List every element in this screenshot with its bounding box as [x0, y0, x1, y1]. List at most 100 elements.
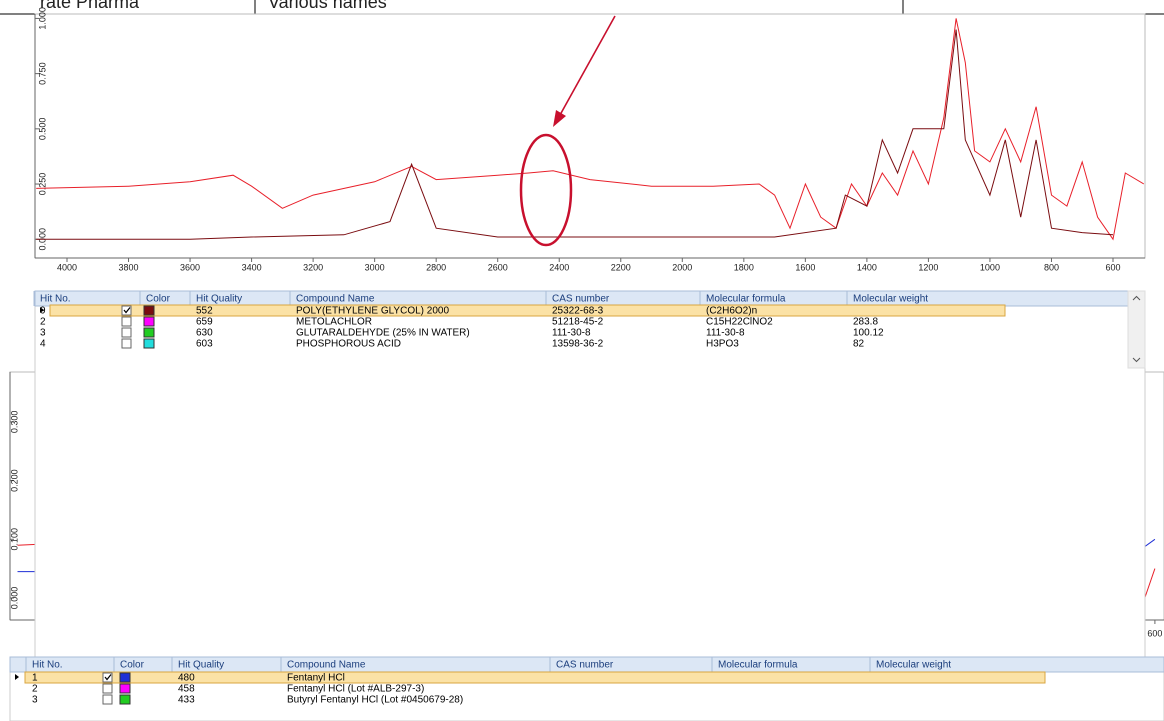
checkbox[interactable] [102, 672, 113, 683]
column-header: Molecular weight [853, 294, 928, 305]
color-swatch [143, 338, 155, 349]
table-cell: 458 [178, 684, 195, 695]
checkbox[interactable] [121, 316, 132, 327]
table-cell: GLUTARALDEHYDE (25% IN WATER) [296, 328, 470, 339]
scroll-up [1132, 295, 1141, 301]
color-swatch [143, 305, 155, 316]
table-body [34, 290, 1146, 721]
x-tick-label: 3400 [242, 262, 262, 272]
table-cell: 3 [32, 695, 38, 706]
table-cell: 630 [196, 328, 213, 339]
y-tick-label: 0.300 [9, 411, 19, 434]
checkbox[interactable] [102, 694, 113, 705]
y-tick-label: 0.000 [9, 587, 19, 610]
checkbox[interactable] [121, 327, 132, 338]
x-tick-label: 2600 [488, 262, 508, 272]
column-header: Compound Name [296, 294, 375, 305]
y-tick-label: 0.100 [9, 528, 19, 551]
arrow-head [553, 110, 566, 127]
x-tick-label: 1400 [857, 262, 877, 272]
table-cell: 2 [40, 317, 46, 328]
table-cell: H3PO3 [706, 339, 739, 350]
table-cell: (C2H6O2)n [706, 306, 757, 317]
x-tick-label: 800 [1044, 262, 1059, 272]
table-cell: METOLACHLOR [296, 317, 372, 328]
table-cell: 3 [40, 328, 46, 339]
table-cell: 25322-68-3 [552, 306, 604, 317]
column-header: Molecular weight [876, 660, 951, 671]
column-header: Color [146, 294, 171, 305]
color-swatch [143, 316, 155, 327]
table-cell: Fentanyl HCl [287, 673, 345, 684]
color-swatch [119, 672, 131, 683]
column-header: Compound Name [287, 660, 366, 671]
x-tick-label: 600 [1105, 262, 1120, 272]
table-cell: 82 [853, 339, 865, 350]
x-tick-label: 2200 [611, 262, 631, 272]
table-cell: C15H22ClNO2 [706, 317, 773, 328]
content: 4000 3800 3600 3400 3200 3000 2800 2600 2400 2200… [9, 7, 1164, 721]
table-cell: 603 [196, 339, 213, 350]
y-tick-label: 0.200 [9, 469, 19, 492]
check-mark [123, 307, 131, 314]
color-swatch [119, 683, 131, 694]
cell-text: Various names [268, 0, 387, 12]
table-cell: POLY(ETHYLENE GLYCOL) 2000 [296, 306, 449, 317]
column-header: Hit No. [40, 294, 71, 305]
table-cell: 480 [178, 673, 195, 684]
x-tick-label: 2000 [672, 262, 692, 272]
column-header: Molecular formula [718, 660, 798, 671]
x-tick-label: 1200 [918, 262, 938, 272]
table-cell: 100.12 [853, 328, 884, 339]
x-tick-label: 3600 [180, 262, 200, 272]
spectrum-line [36, 29, 1114, 240]
check-mark [104, 674, 112, 681]
checkbox[interactable] [102, 683, 113, 694]
x-tick-label: 1600 [795, 262, 815, 272]
table-cell: 659 [196, 317, 213, 328]
column-header: Hit No. [32, 660, 63, 671]
x-tick-label: 3800 [119, 262, 139, 272]
row-pointer [15, 674, 19, 680]
annotation [519, 15, 616, 247]
selected-row [24, 671, 1046, 684]
x-tick-label: 4000 [57, 262, 77, 272]
checkbox[interactable] [121, 338, 132, 349]
row-pointer [40, 307, 44, 313]
column-header: Molecular formula [706, 294, 786, 305]
selected-row [49, 304, 1006, 317]
x-tick-label: 1800 [734, 262, 754, 272]
arrow-shaft [559, 15, 616, 116]
table-cell: 111-30-8 [552, 328, 591, 339]
column-header: CAS number [552, 294, 610, 305]
x-tick-label: 3200 [303, 262, 323, 272]
plot-area [34, 13, 1146, 259]
table-cell: 9 [40, 306, 46, 317]
column-header: Color [120, 660, 145, 671]
table-cell: 13598-36-2 [552, 339, 604, 350]
table-cell: 552 [196, 306, 213, 317]
table-cell: Butyryl Fentanyl HCl (Lot #0450679-28) [287, 695, 463, 706]
table-cell: 51218-45-2 [552, 317, 604, 328]
color-swatch [143, 327, 155, 338]
table-cell: 283.8 [853, 317, 878, 328]
scroll-down [1132, 357, 1141, 363]
y-tick-label: 0.750 [37, 62, 47, 85]
x-tick-label: 1000 [980, 262, 1000, 272]
column-header: Hit Quality [196, 294, 242, 305]
y-tick-label: 0.500 [37, 118, 47, 141]
checkbox[interactable] [121, 305, 132, 316]
table-cell: Fentanyl HCl (Lot #ALB-297-3) [287, 684, 424, 695]
color-swatch [119, 694, 131, 705]
y-tick-label: 1.000 [37, 7, 47, 30]
x-tick-label: 2400 [549, 262, 569, 272]
table-cell: 111-30-8 [706, 328, 745, 339]
x-tick-label: 2800 [426, 262, 446, 272]
table-cell: 1 [32, 673, 38, 684]
column-header: CAS number [556, 660, 614, 671]
y-tick-label: 0.250 [37, 173, 47, 196]
scrollbar [1127, 290, 1146, 369]
table-cell: 4 [40, 339, 46, 350]
table-cell: PHOSPHOROUS ACID [296, 339, 401, 350]
